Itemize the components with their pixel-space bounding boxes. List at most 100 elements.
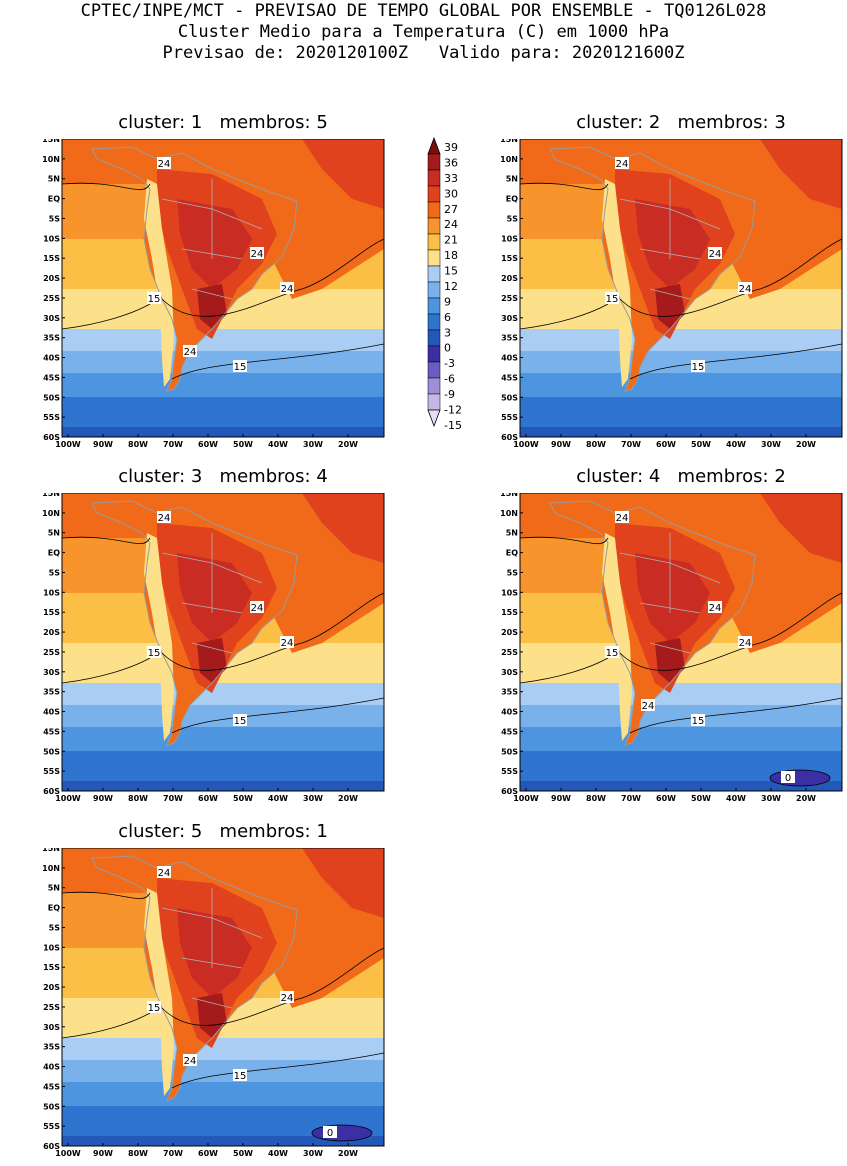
lat-label: 5S (49, 923, 61, 932)
contour-label-bg (147, 646, 161, 658)
contour-label: 24 (184, 1056, 197, 1067)
lat-label: 10S (43, 234, 60, 243)
contour-label-bg (233, 714, 247, 726)
contour-label-bg (708, 247, 722, 259)
contour-0-region (769, 769, 831, 787)
ocean-band-8 (520, 427, 842, 437)
contour-label-bg (183, 1054, 197, 1066)
map-panel-cluster-5: 24 24 24 15 15 0 15N 10N 5N EQ 5S 10S 15S 20S 25S 30S 35… (42, 848, 385, 1158)
colorbar-label: -3 (444, 357, 455, 370)
ocean-band-7 (62, 397, 384, 427)
panel-title-cluster-2: cluster: 2 membros: 3 (520, 112, 842, 133)
contour-0-region (311, 1124, 373, 1142)
panel-title-cluster-1: cluster: 1 membros: 5 (62, 112, 384, 133)
map-panel-cluster-2: 24 24 24 15 15 15N 10N 5N EQ 5S 10S 15S 20S 25S 30S 35S… (500, 139, 843, 449)
lat-label: 20S (43, 274, 60, 283)
panel-title-cluster-5: cluster: 5 membros: 1 (62, 821, 384, 842)
ocean-band-5 (520, 705, 842, 727)
header-line-3: Previsao de: 2020120100Z Valido para: 20… (162, 43, 685, 63)
membros-number: 5 (316, 112, 328, 133)
ocean-band-7 (520, 397, 842, 427)
contour-label: 24 (281, 638, 294, 649)
lon-label: 70W (163, 440, 183, 449)
membros-label: membros: (219, 821, 311, 842)
lat-label: 55S (43, 1122, 60, 1131)
contour-label-bg (183, 345, 197, 357)
lat-label: 40S (43, 708, 60, 717)
ocean-band-8 (62, 427, 384, 437)
contour-label-bg (615, 511, 629, 523)
tropical-atlantic (760, 493, 842, 563)
lat-label: 40S (501, 708, 518, 717)
lat-label: 60S (43, 1142, 60, 1151)
lat-label: 60S (43, 433, 60, 442)
contour-label: 24 (709, 603, 722, 614)
ocean-band-4 (62, 1038, 384, 1060)
ocean-band-4 (62, 329, 384, 351)
ocean-band-6 (520, 373, 842, 397)
lon-label: 20W (338, 440, 358, 449)
lat-label: 15N (42, 848, 60, 853)
lat-label: 55S (43, 413, 60, 422)
lon-label: 50W (233, 1149, 253, 1158)
colorbar-lower-arrow (427, 409, 441, 428)
lat-label: 30S (43, 314, 60, 323)
lon-label: 70W (163, 794, 183, 803)
lon-label: 20W (338, 794, 358, 803)
contour-label-bg (708, 601, 722, 613)
contour-label: 0 (327, 1128, 333, 1139)
lat-label: 5N (506, 175, 518, 184)
contour-label: 24 (251, 603, 264, 614)
map-panel-cluster-3: 24 24 24 15 15 15N 10N 5N EQ 5S 10S 15S 20S 25S 30S 35S… (42, 493, 385, 803)
contour-label: 15 (148, 648, 161, 659)
lat-label: 5S (49, 568, 61, 577)
hot-core (177, 199, 252, 289)
lat-label: 20S (501, 274, 518, 283)
lon-label: 60W (198, 1149, 218, 1158)
max-temp-area (197, 638, 227, 683)
contour-label-bg (280, 636, 294, 648)
lon-label: 30W (303, 794, 323, 803)
lon-label: 50W (691, 440, 711, 449)
lat-label: 15N (42, 139, 60, 144)
lat-label: 50S (501, 747, 518, 756)
lat-label: 30S (43, 1023, 60, 1032)
lat-label: 10N (42, 509, 60, 518)
colorbar-swatch (427, 297, 441, 315)
contour-15 (520, 657, 842, 734)
lon-label: 90W (551, 794, 571, 803)
lat-label: 25S (43, 648, 60, 657)
country-borders (619, 179, 721, 300)
lat-label: 15S (501, 608, 518, 617)
colorbar-label: -12 (444, 403, 462, 416)
lon-label: 90W (551, 440, 571, 449)
contour-label-bg (738, 282, 752, 294)
lat-label: 30S (501, 314, 518, 323)
lat-label: 5S (507, 568, 519, 577)
lon-label: 90W (93, 794, 113, 803)
lat-label: 20S (501, 628, 518, 637)
lat-label: 15N (500, 493, 518, 498)
ocean-band-5 (62, 351, 384, 373)
ocean-band-7 (62, 751, 384, 781)
lat-label: 45S (43, 1082, 60, 1091)
colorbar-label: 24 (444, 218, 458, 231)
contour-label: 15 (692, 362, 705, 373)
colorbar-label: -6 (444, 373, 455, 386)
lat-label: 10S (501, 588, 518, 597)
contour-label: 0 (785, 773, 791, 784)
colorbar-label: 39 (444, 141, 458, 154)
lat-label: 15S (43, 963, 60, 972)
tropical-atlantic (302, 493, 384, 563)
lat-label: EQ (506, 549, 518, 558)
andes-cool-strip (144, 179, 174, 387)
colorbar-swatch (427, 233, 441, 251)
ocean-band-6 (62, 373, 384, 397)
lon-label: 70W (163, 1149, 183, 1158)
cluster-label: cluster: (118, 821, 186, 842)
temperature-field (62, 139, 384, 437)
lon-label: 40W (268, 440, 288, 449)
lat-label: 15S (43, 608, 60, 617)
panel-title-cluster-3: cluster: 3 membros: 4 (62, 466, 384, 487)
ocean-band-4 (520, 329, 842, 351)
